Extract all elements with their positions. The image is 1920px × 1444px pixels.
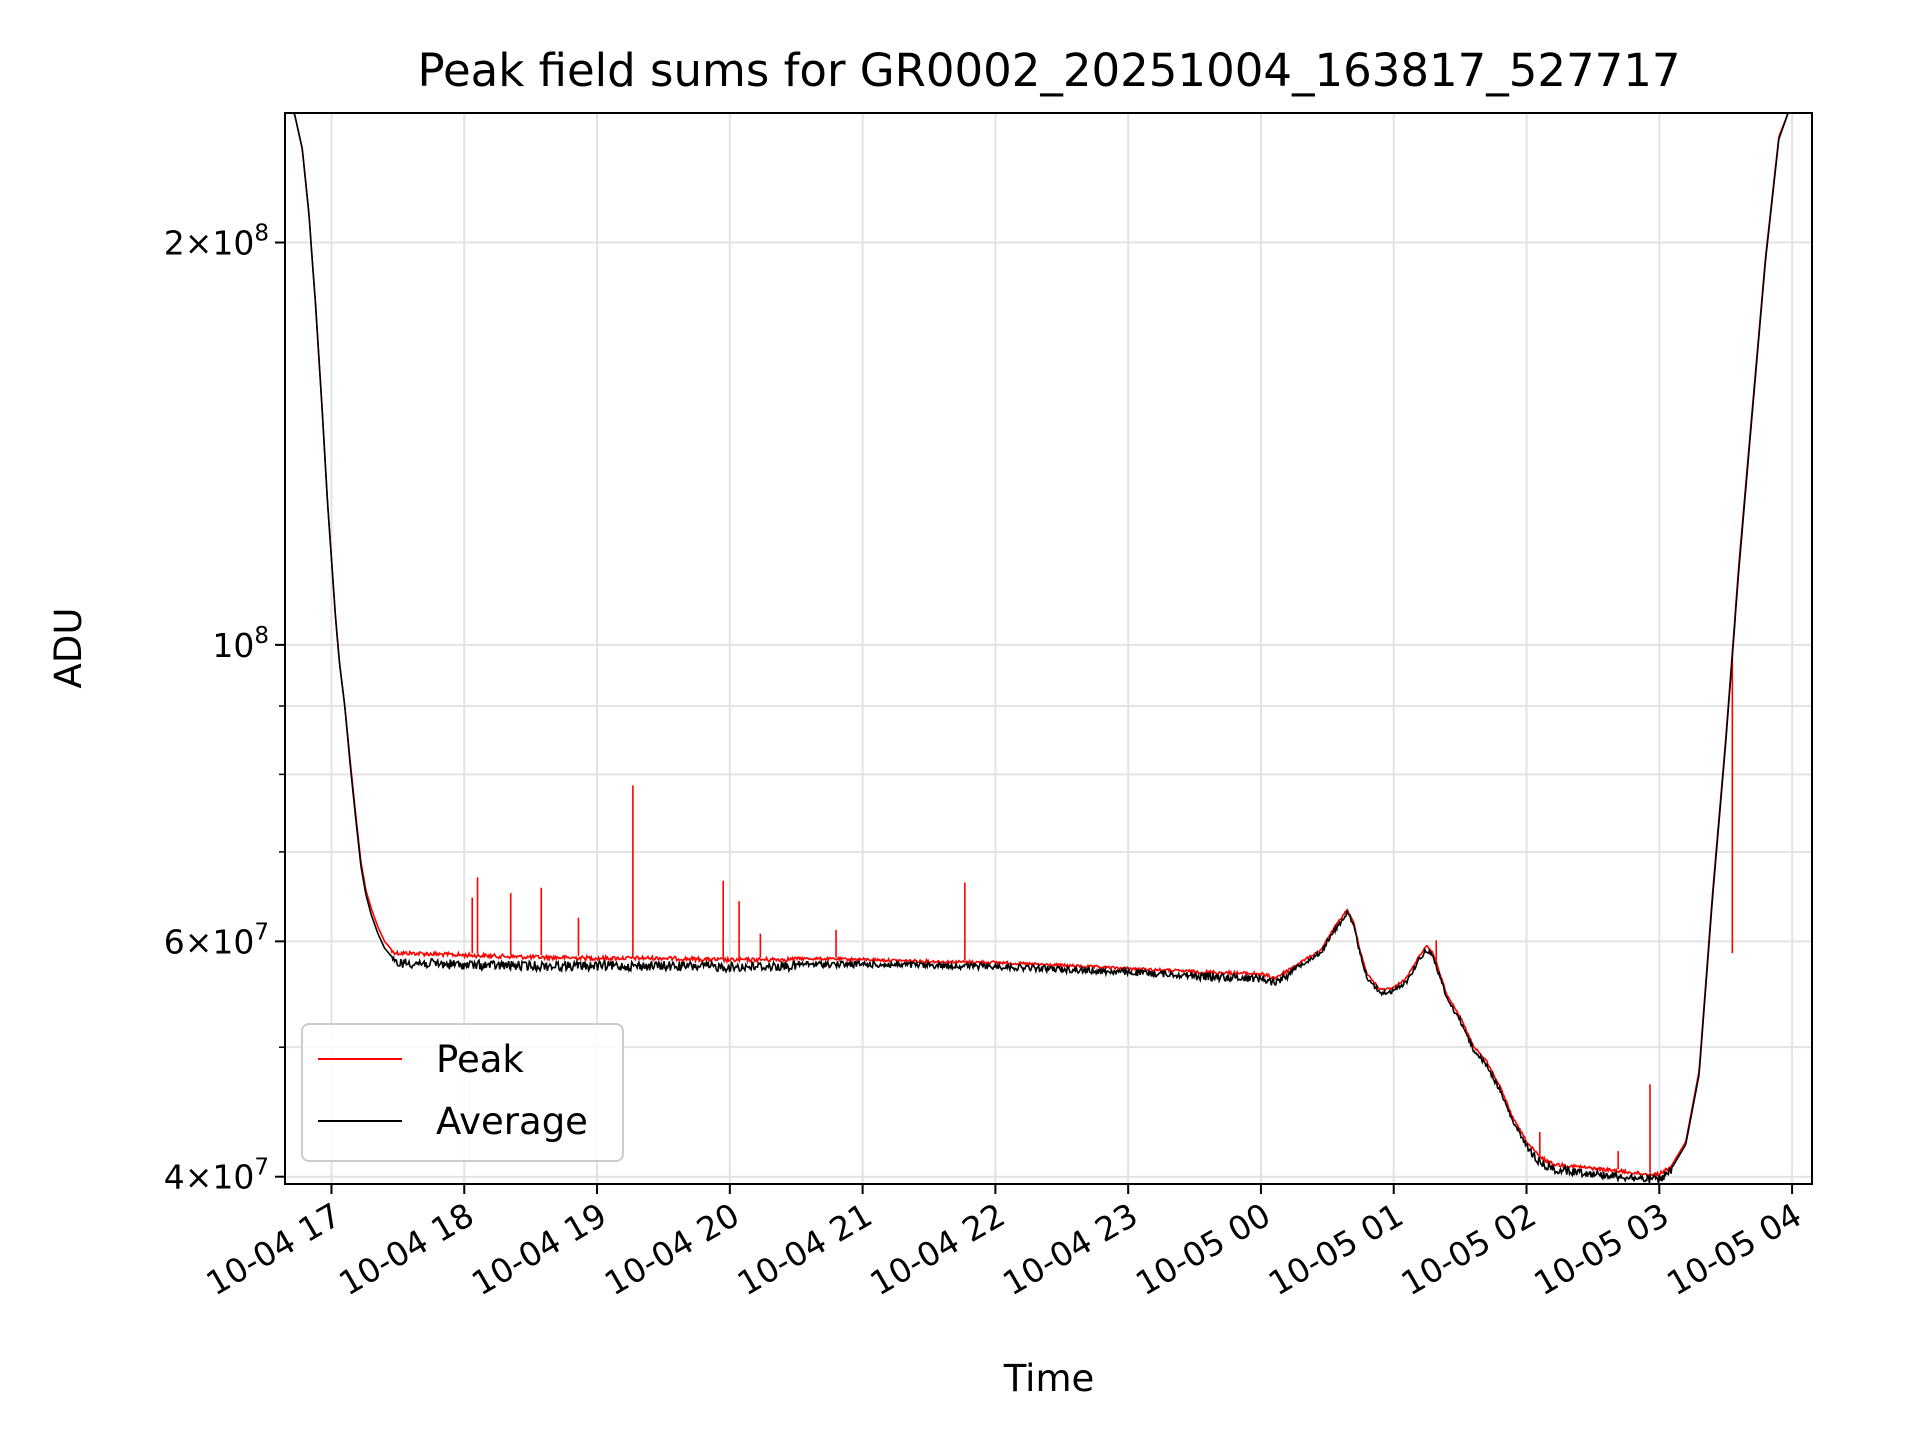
y-axis-ticks: 4×107 6×107 108 2×108 [164, 221, 285, 1197]
series-line-average [285, 113, 1812, 1184]
x-tick-label: 10-05 03 [1527, 1195, 1675, 1303]
y-tick-label: 6×107 [164, 919, 269, 961]
series-line-peak [285, 113, 1812, 1178]
chart-title: Peak field sums for GR0002_20251004_1638… [417, 44, 1680, 97]
x-tick-label: 10-04 17 [199, 1195, 347, 1303]
grid-lines [285, 113, 1812, 1184]
y-axis-label: ADU [47, 608, 90, 689]
y-tick-label: 108 [212, 623, 269, 665]
y-tick-label: 4×107 [164, 1155, 269, 1197]
x-tick-label: 10-04 23 [996, 1195, 1144, 1303]
x-axis-label: Time [1003, 1357, 1095, 1400]
series-layer [285, 113, 1812, 1184]
legend-average-label: Average [436, 1100, 588, 1143]
x-tick-label: 10-05 01 [1262, 1195, 1410, 1303]
y-tick-label: 2×108 [164, 221, 269, 263]
x-tick-label: 10-04 18 [332, 1195, 480, 1303]
x-tick-label: 10-04 21 [731, 1195, 879, 1303]
x-tick-label: 10-04 19 [465, 1195, 613, 1303]
legend-peak-label: Peak [436, 1038, 524, 1081]
x-tick-label: 10-05 00 [1129, 1195, 1277, 1303]
x-tick-label: 10-05 02 [1395, 1195, 1543, 1303]
x-tick-label: 10-04 20 [598, 1195, 746, 1303]
x-tick-label: 10-05 04 [1660, 1195, 1808, 1303]
x-tick-label: 10-04 22 [863, 1195, 1011, 1303]
plot-frame [284, 112, 1813, 1185]
legend: Peak Average [301, 1023, 624, 1162]
